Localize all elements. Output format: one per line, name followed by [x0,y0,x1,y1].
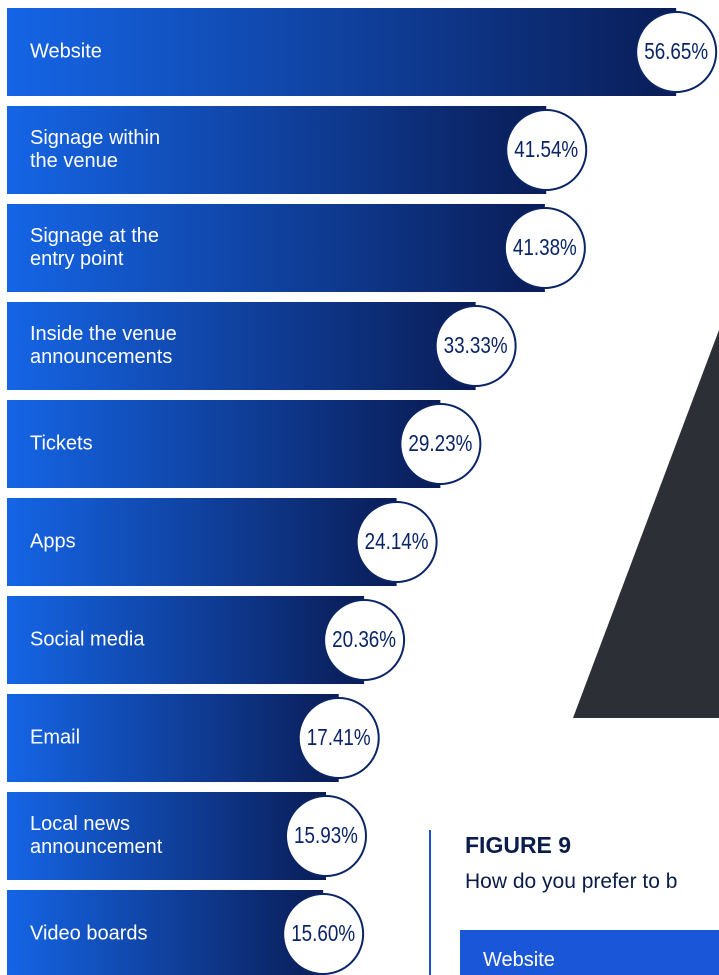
bar [7,596,365,684]
bar [7,498,397,586]
category-label: Email [30,726,81,749]
bar [7,792,326,880]
value-badge [434,305,517,387]
value-label: 15.60% [291,921,355,946]
value-label: 29.23% [408,431,472,456]
category-label: Apps [30,530,76,553]
next-figure-bar [460,930,719,975]
value-label: 41.54% [514,137,578,162]
bar [7,302,476,390]
value-badge [355,501,438,583]
value-label: 56.65% [644,39,708,64]
category-label: Website [30,40,102,63]
next-figure-item: Website [483,949,555,971]
value-label: 17.41% [307,725,371,750]
category-label: Signage within the venue [30,127,161,172]
value-label: 41.38% [513,235,577,260]
value-badge [282,893,365,975]
value-badge [284,795,367,877]
bar [7,890,324,975]
bar [7,694,339,782]
value-badge [505,109,588,191]
figure-label: FIGURE 9 [465,832,571,858]
value-badge [297,697,380,779]
figure-question: How do you prefer to b [465,870,677,893]
category-label: Local news announcement [30,813,163,858]
bar [7,8,677,96]
category-label: Inside the venue announcements [30,323,177,368]
value-label: 20.36% [332,627,396,652]
bar [7,106,547,194]
category-label: Social media [30,628,145,651]
value-badge [635,11,718,93]
category-label: Video boards [30,922,148,945]
value-badge [503,207,586,289]
photo [573,330,719,718]
value-badge [323,599,406,681]
value-label: 24.14% [365,529,429,554]
category-label: Signage at the entry point [30,225,159,270]
value-label: 15.93% [294,823,358,848]
bar [7,400,441,488]
value-label: 33.33% [444,333,508,358]
value-badge [399,403,482,485]
bar [7,204,545,292]
category-label: Tickets [30,432,93,455]
